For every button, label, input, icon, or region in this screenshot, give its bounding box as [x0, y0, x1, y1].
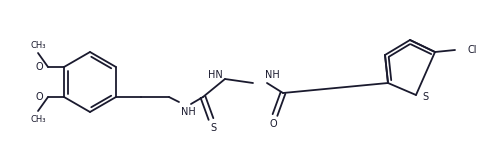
Text: HN: HN	[208, 70, 223, 80]
Text: CH₃: CH₃	[30, 114, 46, 124]
Text: O: O	[269, 119, 277, 129]
Text: Cl: Cl	[467, 45, 477, 55]
Text: CH₃: CH₃	[30, 40, 46, 50]
Text: S: S	[422, 92, 428, 102]
Text: S: S	[210, 123, 216, 133]
Text: NH: NH	[181, 107, 196, 117]
Text: NH: NH	[265, 70, 280, 80]
Text: O: O	[35, 92, 43, 102]
Text: O: O	[35, 62, 43, 72]
